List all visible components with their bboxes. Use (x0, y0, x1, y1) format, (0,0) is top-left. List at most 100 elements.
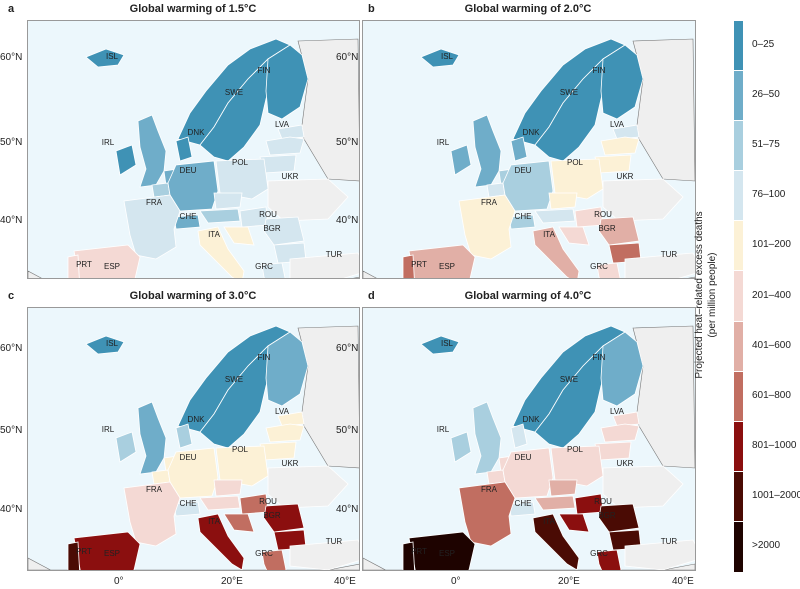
region-pol (550, 158, 604, 200)
region-lva (265, 423, 305, 443)
map-svg: ISL FIN SWE LVA DNK IRL POL DEU UKR FRA CHE ROU BGR I… (363, 21, 695, 278)
legend-swatch (734, 120, 743, 172)
country-label: BGR (598, 511, 616, 520)
country-label: TUR (661, 250, 678, 259)
country-label: DNK (188, 128, 206, 137)
legend-title-line1: Projected heat–related excess deaths (694, 211, 705, 379)
legend-label: 101–200 (752, 239, 791, 251)
country-label: DNK (188, 415, 206, 424)
region-pol (215, 158, 269, 200)
region-rou (263, 503, 305, 533)
region-fra (123, 194, 181, 260)
country-label: PRT (411, 547, 427, 556)
country-label: CHE (180, 212, 197, 221)
panel-title: Global warming of 1.5°C (129, 3, 257, 15)
region-isl (85, 48, 125, 68)
country-label: IRL (437, 425, 450, 434)
legend-title: Projected heat–related excess deaths (pe… (693, 211, 719, 378)
region-cze (548, 192, 578, 210)
region-prt (67, 541, 80, 570)
region-fin (600, 44, 644, 120)
panel-title: Global warming of 2.0°C (464, 3, 592, 15)
region-fra (458, 194, 516, 260)
country-label: DEU (180, 166, 197, 175)
legend-label: 801–1000 (752, 439, 797, 451)
country-label: SWE (560, 375, 578, 384)
region-cze (213, 192, 243, 210)
region-aut (534, 208, 576, 224)
region-tur (289, 252, 359, 278)
lat-label-40n: 40°N (0, 215, 23, 226)
lat-label-50n: 50°N (336, 425, 359, 436)
country-label: GRC (590, 262, 608, 271)
legend-label: 26–50 (752, 89, 780, 101)
country-label: CHE (515, 499, 532, 508)
map-svg: ISL FIN SWE LVA DNK IRL POL DEU UKR FRA CHE ROU BGR I… (28, 21, 359, 278)
legend-swatch (734, 20, 743, 72)
country-label: ISL (441, 339, 454, 348)
region-prt (67, 254, 80, 278)
region-est (612, 124, 640, 140)
region-fra (458, 481, 516, 547)
region-aut (199, 208, 241, 224)
country-label: ROU (594, 497, 612, 506)
country-label: PRT (411, 260, 427, 269)
country-label: IRL (102, 425, 115, 434)
region-dnk (510, 136, 528, 162)
region-ita (197, 226, 245, 278)
panel-title: Global warming of 4.0°C (464, 290, 592, 302)
legend-label: 51–75 (752, 139, 780, 151)
region-deu (167, 160, 219, 212)
legend-label: 601–800 (752, 389, 791, 401)
legend-label: 401–600 (752, 339, 791, 351)
region-rou (598, 216, 640, 246)
region-tur (624, 539, 695, 570)
country-label: PRT (76, 260, 92, 269)
region-ukr (602, 465, 684, 509)
region-grc (261, 262, 286, 278)
region-bel (486, 469, 506, 485)
lat-label-60n: 60°N (0, 343, 23, 354)
country-label: GRC (255, 549, 273, 558)
map-d: ISL FIN SWE LVA DNK IRL POL DEU UKR FRA CHE ROU BGR I… (362, 307, 696, 571)
lat-label-40n: 40°N (336, 504, 359, 515)
country-label: CHE (515, 212, 532, 221)
country-label: ITA (208, 230, 221, 239)
country-label: UKR (617, 459, 634, 468)
outside-land (632, 325, 695, 469)
country-label: FRA (146, 198, 163, 207)
lat-label-50n: 50°N (0, 425, 23, 436)
country-label: ITA (543, 230, 556, 239)
region-cze (548, 479, 578, 497)
region-bel (151, 182, 171, 198)
lat-label-60n: 60°N (336, 52, 359, 63)
map-svg: ISL FIN SWE LVA DNK IRL POL DEU UKR FRA CHE ROU BGR I… (363, 308, 695, 570)
country-label: FRA (146, 485, 163, 494)
legend-swatch (734, 420, 743, 472)
lat-label-40n: 40°N (336, 215, 359, 226)
country-label: DNK (523, 415, 541, 424)
legend-label: 76–100 (752, 189, 786, 201)
lon-label-0: 0° (114, 576, 124, 587)
country-label: GRC (590, 549, 608, 558)
region-dnk (510, 423, 528, 449)
country-label: DNK (523, 128, 541, 137)
region-ukr (267, 178, 349, 222)
region-ita (197, 513, 245, 570)
region-irl (115, 431, 137, 463)
lon-label-0: 0° (451, 576, 461, 587)
country-label: ISL (106, 52, 119, 61)
region-isl (420, 335, 460, 355)
lat-label-60n: 60°N (0, 52, 23, 63)
region-fra (123, 481, 181, 547)
panel-letter: b (368, 3, 375, 15)
region-gbr (472, 114, 502, 188)
country-label: IRL (437, 138, 450, 147)
country-label: PRT (76, 547, 92, 556)
outside-land (297, 38, 359, 182)
country-label: SWE (225, 88, 243, 97)
legend-label: 0–25 (752, 39, 775, 51)
country-label: TUR (326, 250, 343, 259)
country-label: IRL (102, 138, 115, 147)
region-prt (402, 254, 415, 278)
